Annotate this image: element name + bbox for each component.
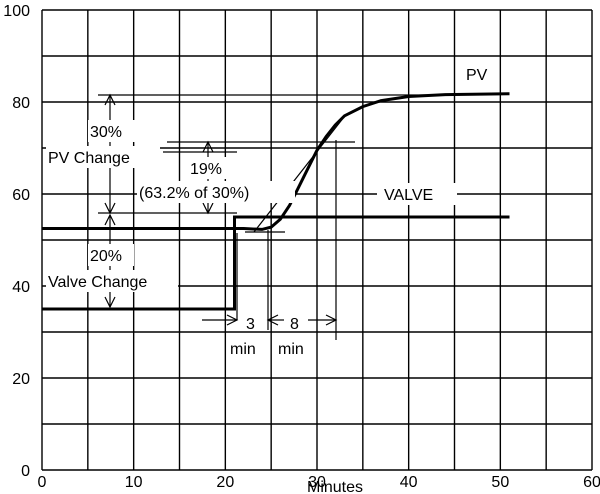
y-tick-label: 60 xyxy=(12,187,30,204)
y-tick-label: 100 xyxy=(3,3,30,20)
pv-change-text-bg xyxy=(46,146,160,168)
x-axis-label: Minutes xyxy=(307,479,363,494)
x-tick-label: 60 xyxy=(583,474,600,491)
pv-change-text-label: PV Change xyxy=(48,150,130,167)
valve-label-bg xyxy=(377,183,457,205)
pv-change-pct-bg xyxy=(88,120,148,142)
time-constant-arrow-head xyxy=(325,314,338,326)
valve-change-arrow-head xyxy=(104,213,116,226)
time-constant-arrow-head xyxy=(266,314,279,326)
series-line-valve xyxy=(42,215,510,311)
y-tick-label: 80 xyxy=(12,95,30,112)
y-tick-label: 0 xyxy=(21,463,30,480)
x-tick-label: 30 xyxy=(308,474,326,491)
pv-change-arrow-head xyxy=(104,202,116,215)
pv-change-pct-label: 30% xyxy=(90,124,122,141)
x-tick-label: 20 xyxy=(216,474,234,491)
x-tick-label: 10 xyxy=(125,474,143,491)
pv-change-arrow-head xyxy=(104,93,116,106)
dead-time-arrow-head xyxy=(226,314,239,326)
pct19-sub-label: (63.2% of 30%) xyxy=(139,185,249,202)
dead-time-unit: min xyxy=(230,341,256,358)
dead-time-value: 3 xyxy=(246,316,255,333)
time-constant-unit: min xyxy=(278,341,304,358)
valve-change-text-label: Valve Change xyxy=(48,274,147,291)
valve-change-pct-label: 20% xyxy=(90,248,122,265)
pct19-arrow-head xyxy=(202,140,214,153)
series-lines xyxy=(42,92,510,311)
y-tick-label: 40 xyxy=(12,279,30,296)
x-tick-label: 40 xyxy=(400,474,418,491)
series-line-pv xyxy=(42,92,510,231)
grid xyxy=(41,9,593,471)
pct19-label: 19% xyxy=(190,161,222,178)
valve-change-pct-bg xyxy=(88,244,134,266)
x-tick-label: 50 xyxy=(491,474,509,491)
guide-line xyxy=(253,116,345,233)
axis-ticks: 0 10 20 30 40 50 60 0 20 40 60 80 100 xyxy=(3,3,600,491)
x-tick-label: 0 xyxy=(38,474,47,491)
pct19-bg xyxy=(188,157,234,179)
pct19-sub-bg xyxy=(137,181,295,203)
valve-series-label: VALVE xyxy=(384,187,433,204)
pct19-arrow-head xyxy=(202,202,214,215)
valve-change-arrow-head xyxy=(104,296,116,309)
y-tick-label: 20 xyxy=(12,371,30,388)
time-constant-value: 8 xyxy=(290,316,299,333)
valve-change-text-bg xyxy=(46,270,178,292)
pv-series-label: PV xyxy=(466,67,488,84)
